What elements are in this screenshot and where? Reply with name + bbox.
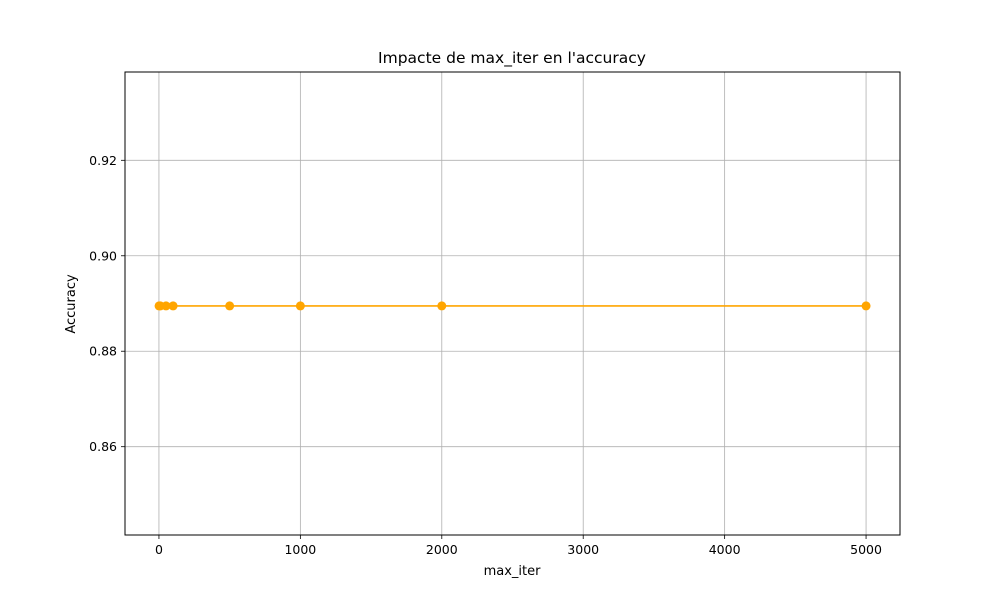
data-point — [225, 301, 235, 311]
x-axis-label: max_iter — [484, 564, 542, 579]
x-tick-label: 2000 — [426, 542, 458, 557]
plot-frame — [124, 71, 901, 536]
chart-title: Impacte de max_iter en l'accuracy — [378, 49, 646, 68]
data-point — [437, 301, 447, 311]
grid — [125, 72, 900, 535]
y-tick-label: 0.88 — [89, 344, 117, 359]
x-tick-label: 3000 — [567, 542, 599, 557]
series-layer — [154, 301, 871, 311]
x-tick-label: 5000 — [850, 542, 882, 557]
x-tick-label: 1000 — [284, 542, 316, 557]
y-tick-label: 0.90 — [89, 248, 117, 263]
y-tick-label: 0.92 — [89, 153, 117, 168]
x-ticks: 0 1000 2000 3000 4000 5000 — [155, 535, 882, 557]
y-ticks: 0.86 0.88 0.90 0.92 — [89, 153, 125, 454]
x-tick-label: 4000 — [709, 542, 741, 557]
data-point — [295, 301, 305, 311]
data-point — [861, 301, 871, 311]
y-axis-label: Accuracy — [64, 274, 79, 334]
x-tick-label: 0 — [155, 542, 163, 557]
data-point — [161, 301, 171, 311]
data-point — [168, 301, 178, 311]
y-tick-label: 0.86 — [89, 439, 117, 454]
